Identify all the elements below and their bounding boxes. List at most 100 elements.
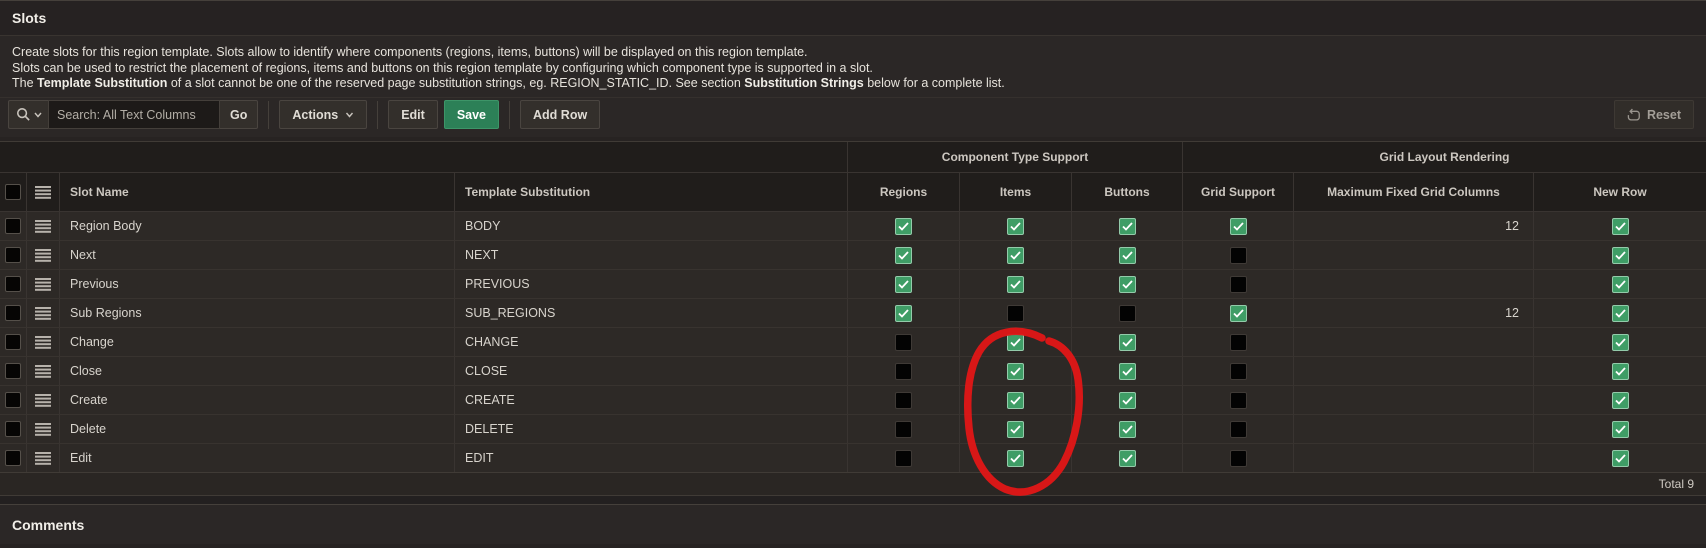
drag-handle-icon[interactable]: [35, 219, 51, 233]
grid-support-checkbox[interactable]: [1229, 420, 1247, 438]
column-header-template-substitution[interactable]: Template Substitution: [455, 173, 848, 211]
drag-handle-icon[interactable]: [35, 306, 51, 320]
regions-checkbox[interactable]: [895, 217, 912, 235]
column-header-maximum-fixed-grid-columns[interactable]: Maximum Fixed Grid Columns: [1294, 173, 1534, 211]
items-checkbox[interactable]: [1007, 304, 1024, 322]
buttons-checkbox[interactable]: [1118, 246, 1136, 264]
items-checkbox[interactable]: [1007, 449, 1024, 467]
regions-checkbox[interactable]: [895, 362, 912, 380]
cell-maximum-fixed-grid-columns[interactable]: [1294, 357, 1534, 385]
cell-slot-name[interactable]: Next: [60, 241, 455, 269]
buttons-checkbox[interactable]: [1118, 333, 1136, 351]
new-row-checkbox[interactable]: [1611, 275, 1629, 293]
buttons-checkbox[interactable]: [1118, 420, 1136, 438]
grid-support-checkbox[interactable]: [1229, 449, 1247, 467]
cell-template-substitution[interactable]: DELETE: [455, 415, 848, 443]
new-row-checkbox[interactable]: [1611, 333, 1629, 351]
new-row-checkbox[interactable]: [1611, 420, 1629, 438]
items-checkbox[interactable]: [1007, 420, 1024, 438]
grid-support-checkbox[interactable]: [1229, 275, 1247, 293]
row-select-checkbox[interactable]: [5, 218, 21, 234]
row-select-checkbox[interactable]: [5, 334, 21, 350]
cell-template-substitution[interactable]: EDIT: [455, 444, 848, 472]
drag-handle-icon[interactable]: [35, 364, 51, 378]
cell-slot-name[interactable]: Previous: [60, 270, 455, 298]
select-all-checkbox[interactable]: [5, 184, 21, 200]
cell-template-substitution[interactable]: BODY: [455, 212, 848, 240]
cell-template-substitution[interactable]: PREVIOUS: [455, 270, 848, 298]
new-row-checkbox[interactable]: [1611, 362, 1629, 380]
add-row-button[interactable]: Add Row: [520, 100, 601, 129]
cell-slot-name[interactable]: Delete: [60, 415, 455, 443]
grid-support-checkbox[interactable]: [1229, 304, 1247, 322]
column-header-new-row[interactable]: New Row: [1534, 173, 1706, 211]
save-button[interactable]: Save: [443, 100, 500, 129]
regions-checkbox[interactable]: [895, 391, 912, 409]
column-header-slot-name[interactable]: Slot Name: [60, 173, 455, 211]
cell-maximum-fixed-grid-columns[interactable]: [1294, 328, 1534, 356]
drag-handle-icon[interactable]: [35, 248, 51, 262]
regions-checkbox[interactable]: [895, 420, 912, 438]
grid-support-checkbox[interactable]: [1229, 333, 1247, 351]
cell-template-substitution[interactable]: CREATE: [455, 386, 848, 414]
cell-maximum-fixed-grid-columns[interactable]: [1294, 270, 1534, 298]
items-checkbox[interactable]: [1007, 275, 1024, 293]
cell-template-substitution[interactable]: SUB_REGIONS: [455, 299, 848, 327]
items-checkbox[interactable]: [1007, 333, 1024, 351]
buttons-checkbox[interactable]: [1118, 391, 1136, 409]
new-row-checkbox[interactable]: [1611, 217, 1629, 235]
search-column-dropdown-button[interactable]: [8, 100, 48, 129]
row-select-checkbox[interactable]: [5, 421, 21, 437]
cell-maximum-fixed-grid-columns[interactable]: 12: [1294, 212, 1534, 240]
new-row-checkbox[interactable]: [1611, 449, 1629, 467]
column-header-buttons[interactable]: Buttons: [1072, 173, 1183, 211]
row-select-checkbox[interactable]: [5, 247, 21, 263]
cell-slot-name[interactable]: Change: [60, 328, 455, 356]
cell-template-substitution[interactable]: CLOSE: [455, 357, 848, 385]
buttons-checkbox[interactable]: [1118, 217, 1136, 235]
cell-slot-name[interactable]: Region Body: [60, 212, 455, 240]
row-select-checkbox[interactable]: [5, 363, 21, 379]
cell-slot-name[interactable]: Create: [60, 386, 455, 414]
items-checkbox[interactable]: [1007, 391, 1024, 409]
cell-template-substitution[interactable]: CHANGE: [455, 328, 848, 356]
regions-checkbox[interactable]: [895, 333, 912, 351]
cell-maximum-fixed-grid-columns[interactable]: [1294, 386, 1534, 414]
buttons-checkbox[interactable]: [1118, 275, 1136, 293]
drag-handle-icon[interactable]: [35, 335, 51, 349]
column-header-items[interactable]: Items: [960, 173, 1072, 211]
cell-maximum-fixed-grid-columns[interactable]: [1294, 415, 1534, 443]
regions-checkbox[interactable]: [895, 304, 912, 322]
row-select-checkbox[interactable]: [5, 276, 21, 292]
cell-slot-name[interactable]: Edit: [60, 444, 455, 472]
actions-menu-button[interactable]: Actions: [279, 100, 368, 129]
drag-handle-icon[interactable]: [35, 451, 51, 465]
column-header-grid-support[interactable]: Grid Support: [1183, 173, 1294, 211]
cell-slot-name[interactable]: Sub Regions: [60, 299, 455, 327]
new-row-checkbox[interactable]: [1611, 246, 1629, 264]
cell-slot-name[interactable]: Close: [60, 357, 455, 385]
items-checkbox[interactable]: [1007, 246, 1024, 264]
cell-maximum-fixed-grid-columns[interactable]: 12: [1294, 299, 1534, 327]
cell-maximum-fixed-grid-columns[interactable]: [1294, 241, 1534, 269]
edit-button[interactable]: Edit: [388, 100, 438, 129]
drag-handle-icon[interactable]: [35, 422, 51, 436]
drag-handle-icon[interactable]: [35, 393, 51, 407]
items-checkbox[interactable]: [1007, 362, 1024, 380]
grid-support-checkbox[interactable]: [1229, 217, 1247, 235]
items-checkbox[interactable]: [1007, 217, 1024, 235]
cell-template-substitution[interactable]: NEXT: [455, 241, 848, 269]
reset-button[interactable]: Reset: [1613, 100, 1694, 129]
grid-support-checkbox[interactable]: [1229, 246, 1247, 264]
buttons-checkbox[interactable]: [1118, 449, 1136, 467]
row-select-checkbox[interactable]: [5, 305, 21, 321]
regions-checkbox[interactable]: [895, 275, 912, 293]
new-row-checkbox[interactable]: [1611, 304, 1629, 322]
regions-checkbox[interactable]: [895, 449, 912, 467]
row-select-checkbox[interactable]: [5, 450, 21, 466]
buttons-checkbox[interactable]: [1118, 304, 1136, 322]
row-select-checkbox[interactable]: [5, 392, 21, 408]
column-header-regions[interactable]: Regions: [848, 173, 960, 211]
cell-maximum-fixed-grid-columns[interactable]: [1294, 444, 1534, 472]
buttons-checkbox[interactable]: [1118, 362, 1136, 380]
